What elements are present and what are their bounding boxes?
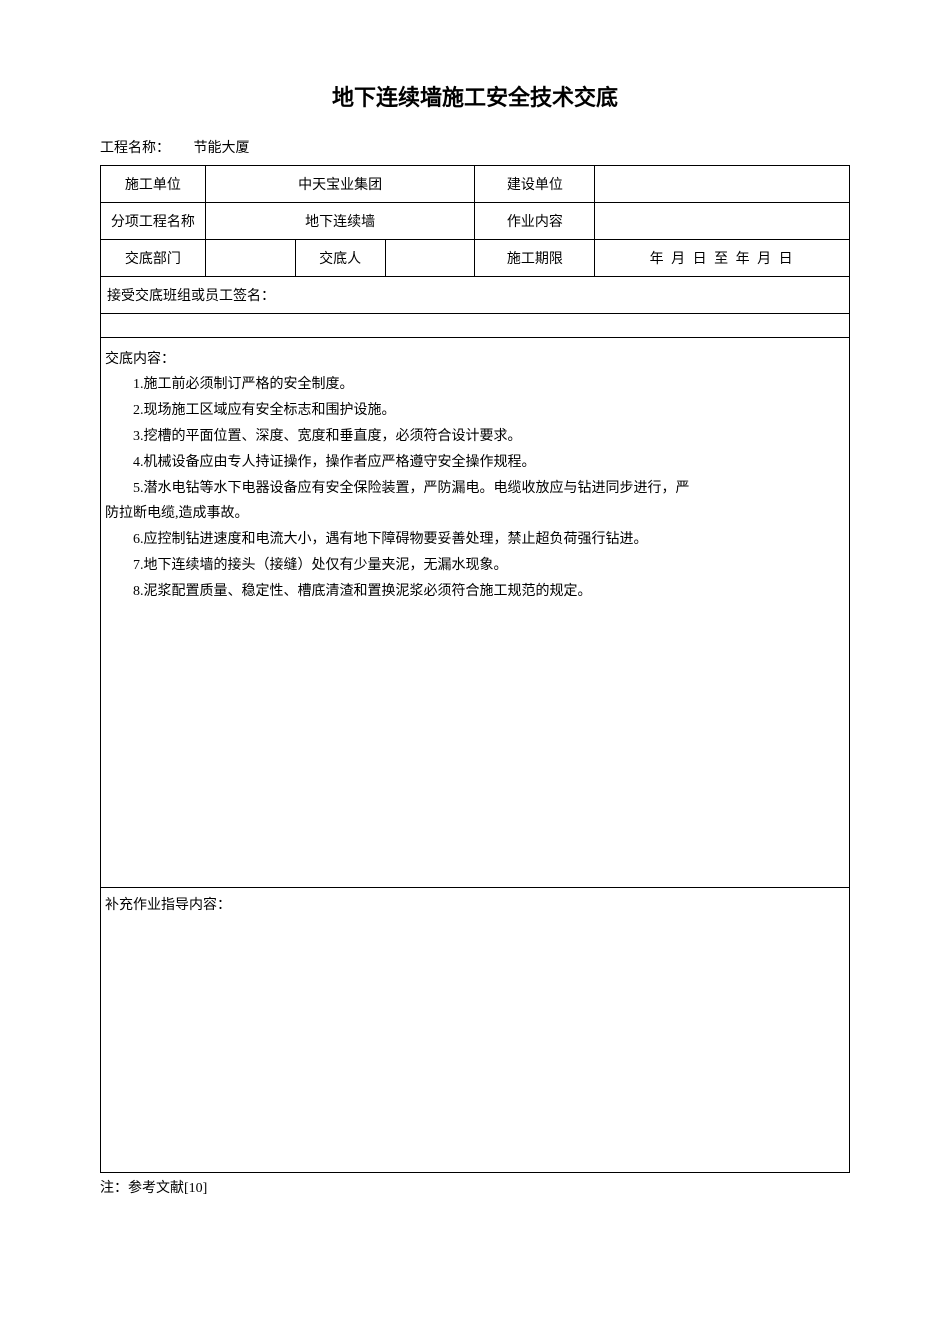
table-row: 交底内容： 1.施工前必须制订严格的安全制度。 2.现场施工区域应有安全标志和围… xyxy=(101,338,850,888)
content-item: 1.施工前必须制订严格的安全制度。 xyxy=(133,372,845,398)
form-table: 施工单位 中天宝业集团 建设单位 分项工程名称 地下连续墙 作业内容 交底部门 … xyxy=(100,165,850,1173)
period-value: 年 月 日 至 年 月 日 xyxy=(595,240,850,277)
content-label: 交底内容： xyxy=(105,348,845,368)
work-content-label: 作业内容 xyxy=(475,203,595,240)
supplement-cell: 补充作业指导内容： xyxy=(101,888,850,1173)
footnote: 注：参考文献[10] xyxy=(100,1177,850,1197)
table-row xyxy=(101,314,850,338)
document-title: 地下连续墙施工安全技术交底 xyxy=(100,80,850,112)
person-label: 交底人 xyxy=(295,240,385,277)
build-unit-label: 建设单位 xyxy=(475,166,595,203)
content-item: 7.地下连续墙的接头（接缝）处仅有少量夹泥，无漏水现象。 xyxy=(133,553,845,579)
construction-unit-value: 中天宝业集团 xyxy=(205,166,475,203)
build-unit-value xyxy=(595,166,850,203)
supplement-label: 补充作业指导内容： xyxy=(105,894,845,914)
person-value xyxy=(385,240,475,277)
table-row: 接受交底班组或员工签名： xyxy=(101,277,850,314)
content-cell: 交底内容： 1.施工前必须制订严格的安全制度。 2.现场施工区域应有安全标志和围… xyxy=(101,338,850,888)
content-item-wrap: 防拉断电缆,造成事故。 xyxy=(105,501,845,527)
signature-blank xyxy=(101,314,850,338)
project-label: 工程名称： xyxy=(100,137,170,157)
table-row: 施工单位 中天宝业集团 建设单位 xyxy=(101,166,850,203)
subproject-label: 分项工程名称 xyxy=(101,203,206,240)
dept-value xyxy=(205,240,295,277)
signature-label: 接受交底班组或员工签名： xyxy=(101,277,850,314)
content-item: 3.挖槽的平面位置、深度、宽度和垂直度，必须符合设计要求。 xyxy=(133,424,845,450)
content-item: 2.现场施工区域应有安全标志和围护设施。 xyxy=(133,398,845,424)
content-item: 5.潜水电钻等水下电器设备应有安全保险装置，严防漏电。电缆收放应与钻进同步进行，… xyxy=(133,476,845,502)
content-item: 4.机械设备应由专人持证操作，操作者应严格遵守安全操作规程。 xyxy=(133,450,845,476)
table-row: 交底部门 交底人 施工期限 年 月 日 至 年 月 日 xyxy=(101,240,850,277)
work-content-value xyxy=(595,203,850,240)
content-item: 6.应控制钻进速度和电流大小，遇有地下障碍物要妥善处理，禁止超负荷强行钻进。 xyxy=(133,527,845,553)
table-row: 分项工程名称 地下连续墙 作业内容 xyxy=(101,203,850,240)
period-label: 施工期限 xyxy=(475,240,595,277)
project-name-line: 工程名称： 节能大厦 xyxy=(100,137,850,157)
project-name: 节能大厦 xyxy=(194,137,250,157)
content-item: 8.泥浆配置质量、稳定性、槽底清渣和置换泥浆必须符合施工规范的规定。 xyxy=(133,579,845,605)
dept-label: 交底部门 xyxy=(101,240,206,277)
table-row: 补充作业指导内容： xyxy=(101,888,850,1173)
construction-unit-label: 施工单位 xyxy=(101,166,206,203)
subproject-value: 地下连续墙 xyxy=(205,203,475,240)
